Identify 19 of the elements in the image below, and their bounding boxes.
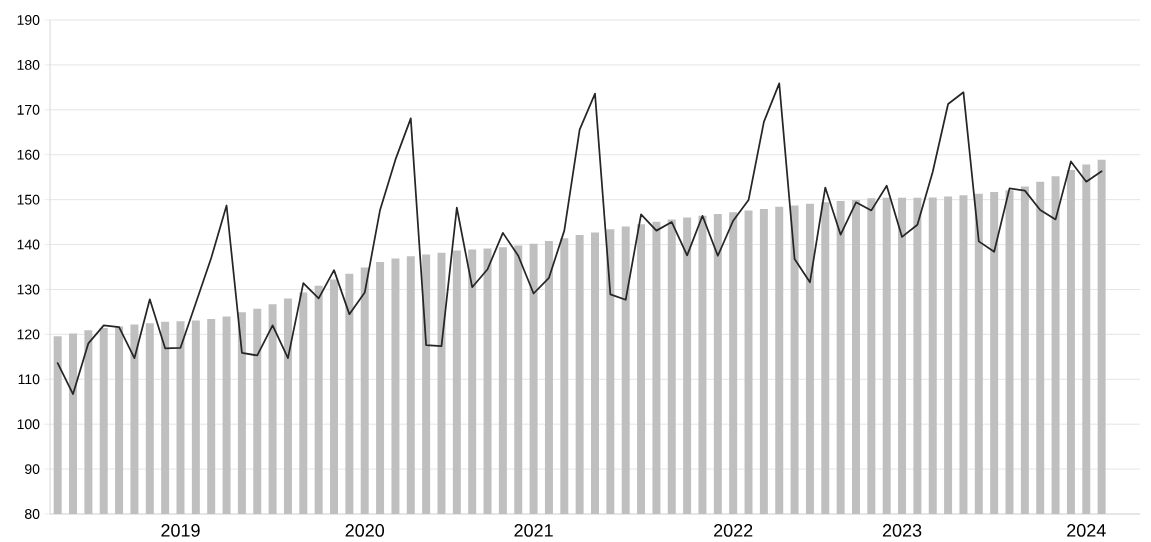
y-tick-label: 170 [17, 104, 40, 115]
y-tick-label: 120 [17, 329, 40, 340]
y-tick-label: 160 [17, 149, 40, 160]
x-tick-label: 2020 [345, 524, 385, 537]
y-tick-label: 150 [17, 194, 40, 205]
y-tick-label: 110 [18, 374, 40, 385]
y-tick-label: 140 [17, 239, 40, 250]
x-tick-label: 2019 [161, 524, 200, 537]
x-tick-label: 2024 [1067, 524, 1106, 537]
y-tick-label: 90 [25, 464, 40, 475]
y-tick-label: 130 [17, 284, 40, 295]
x-tick-label: 2022 [714, 524, 753, 537]
line-series [56, 82, 1103, 395]
y-tick-label: 190 [17, 15, 40, 25]
y-tick-label: 80 [24, 509, 40, 519]
x-tick-label: 2023 [882, 524, 922, 537]
y-tick-label: 180 [17, 59, 40, 70]
y-tick-label: 100 [17, 419, 40, 430]
x-tick-label: 2021 [514, 524, 553, 537]
